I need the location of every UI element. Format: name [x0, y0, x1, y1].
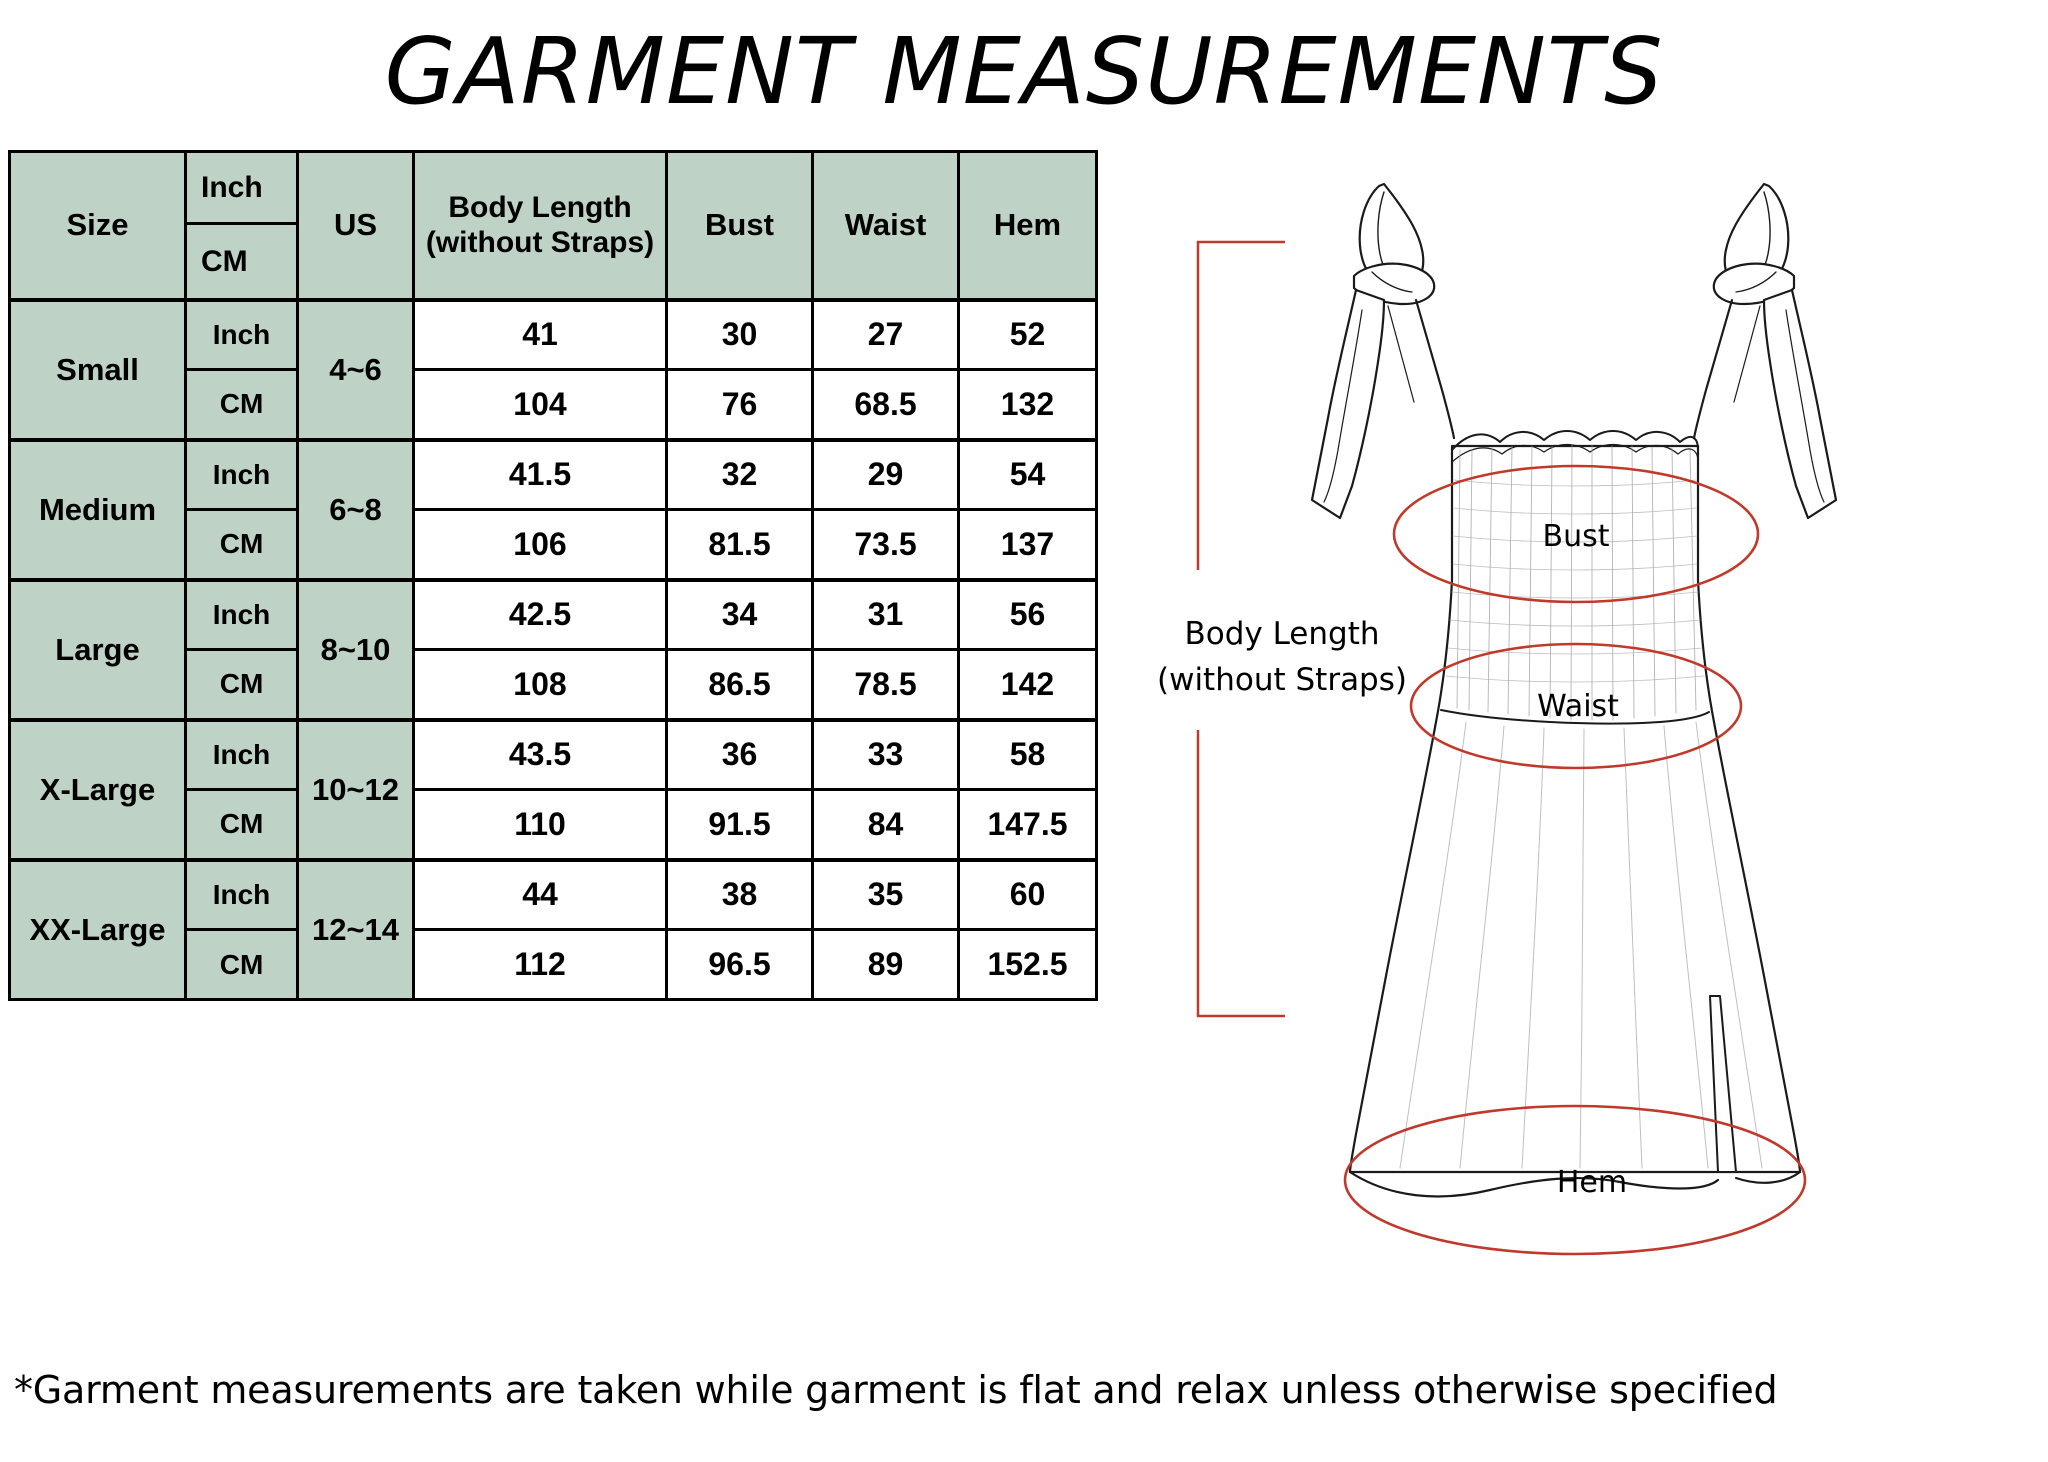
cell-unit: Inch [184, 717, 299, 791]
body-length-bracket-icon [1196, 240, 1285, 1018]
cell-bust: 32 [665, 437, 814, 511]
hem-label: Hem [1557, 1165, 1627, 1200]
cell-hem: 132 [957, 368, 1098, 441]
hem-measure-ellipse-icon [1343, 1104, 1807, 1256]
cell-hem: 147.5 [957, 788, 1098, 861]
cell-waist: 78.5 [811, 648, 960, 721]
header-body-length: Body Length (without Straps) [412, 150, 668, 301]
header-waist: Waist [811, 150, 960, 301]
cell-bust: 36 [665, 717, 814, 791]
cell-waist: 33 [811, 717, 960, 791]
cell-hem: 54 [957, 437, 1098, 511]
cell-body-length: 110 [412, 788, 668, 861]
garment-measurements-table-container: Size Inch CM US Body Length (without Str… [8, 150, 1098, 1001]
cell-waist: 84 [811, 788, 960, 861]
waist-measure-ellipse-icon [1409, 642, 1743, 770]
cell-waist: 73.5 [811, 508, 960, 581]
unit-stack: Inch CM [187, 153, 296, 298]
table-row: CM 112 96.5 89 152.5 [10, 928, 1098, 1001]
cell-size: X-Large [8, 717, 187, 861]
dress-measurement-diagram: Bust Waist Hem Body Length (without Stra… [1100, 150, 2048, 1350]
body-length-label-line1: Body Length [1184, 616, 1379, 652]
cell-body-length: 108 [412, 648, 668, 721]
garment-measurements-table: Size Inch CM US Body Length (without Str… [8, 150, 1098, 1001]
page-title: GARMENT MEASUREMENTS [384, 18, 1664, 125]
cell-unit: Inch [184, 857, 299, 931]
cell-unit: CM [184, 368, 299, 441]
header-unit-inch: Inch [187, 153, 296, 226]
cell-hem: 56 [957, 577, 1098, 651]
cell-waist: 29 [811, 437, 960, 511]
cell-body-length: 106 [412, 508, 668, 581]
cell-unit: CM [184, 788, 299, 861]
cell-body-length: 104 [412, 368, 668, 441]
cell-hem: 137 [957, 508, 1098, 581]
cell-unit: Inch [184, 577, 299, 651]
cell-hem: 152.5 [957, 928, 1098, 1001]
cell-body-length: 112 [412, 928, 668, 1001]
cell-bust: 96.5 [665, 928, 814, 1001]
table-row: Large Inch 8~10 42.5 34 31 56 [8, 577, 1098, 721]
table-row: Small Inch 4~6 41 30 27 52 [8, 297, 1098, 441]
cell-us: 6~8 [296, 437, 415, 581]
cell-waist: 27 [811, 297, 960, 371]
cell-unit: CM [184, 928, 299, 1001]
cell-waist: 68.5 [811, 368, 960, 441]
cell-unit: CM [184, 648, 299, 721]
cell-body-length: 41.5 [412, 437, 668, 511]
cell-us: 8~10 [296, 577, 415, 721]
cell-body-length: 41 [412, 297, 668, 371]
header-unit: Inch CM [184, 150, 299, 301]
table-row: CM 106 81.5 73.5 137 [10, 508, 1098, 581]
cell-bust: 86.5 [665, 648, 814, 721]
cell-waist: 31 [811, 577, 960, 651]
cell-body-length: 42.5 [412, 577, 668, 651]
cell-size: XX-Large [8, 857, 187, 1001]
bust-label: Bust [1543, 519, 1610, 554]
cell-bust: 81.5 [665, 508, 814, 581]
cell-size: Small [8, 297, 187, 441]
cell-size: Large [8, 577, 187, 721]
cell-bust: 76 [665, 368, 814, 441]
table-row: CM 110 91.5 84 147.5 [10, 788, 1098, 861]
cell-unit: CM [184, 508, 299, 581]
cell-hem: 60 [957, 857, 1098, 931]
header-unit-cm: CM [201, 244, 248, 278]
cell-unit: Inch [184, 437, 299, 511]
table-row: XX-Large Inch 12~14 44 38 35 60 [8, 857, 1098, 1001]
header-size: Size [8, 150, 187, 301]
cell-us: 10~12 [296, 717, 415, 861]
cell-body-length: 44 [412, 857, 668, 931]
cell-body-length: 43.5 [412, 717, 668, 791]
cell-us: 12~14 [296, 857, 415, 1001]
cell-size: Medium [8, 437, 187, 581]
cell-hem: 142 [957, 648, 1098, 721]
body-length-label-line2: (without Straps) [1157, 662, 1407, 698]
table-header-row: Size Inch CM US Body Length (without Str… [8, 150, 1098, 301]
header-hem: Hem [957, 150, 1098, 301]
table-row: CM 104 76 68.5 132 [10, 368, 1098, 441]
cell-bust: 34 [665, 577, 814, 651]
bust-measure-ellipse-icon [1392, 464, 1760, 604]
cell-bust: 38 [665, 857, 814, 931]
cell-us: 4~6 [296, 297, 415, 441]
table-row: CM 108 86.5 78.5 142 [10, 648, 1098, 721]
cell-hem: 58 [957, 717, 1098, 791]
footnote-text: *Garment measurements are taken while ga… [14, 1368, 1778, 1412]
cell-unit: Inch [184, 297, 299, 371]
cell-waist: 35 [811, 857, 960, 931]
table-row: X-Large Inch 10~12 43.5 36 33 58 [8, 717, 1098, 861]
header-bust: Bust [665, 150, 814, 301]
cell-bust: 30 [665, 297, 814, 371]
waist-label: Waist [1537, 689, 1619, 724]
cell-bust: 91.5 [665, 788, 814, 861]
dress-sketch-icon [1310, 182, 1838, 1198]
header-us: US [296, 150, 415, 301]
table-row: Medium Inch 6~8 41.5 32 29 54 [8, 437, 1098, 581]
cell-hem: 52 [957, 297, 1098, 371]
cell-waist: 89 [811, 928, 960, 1001]
